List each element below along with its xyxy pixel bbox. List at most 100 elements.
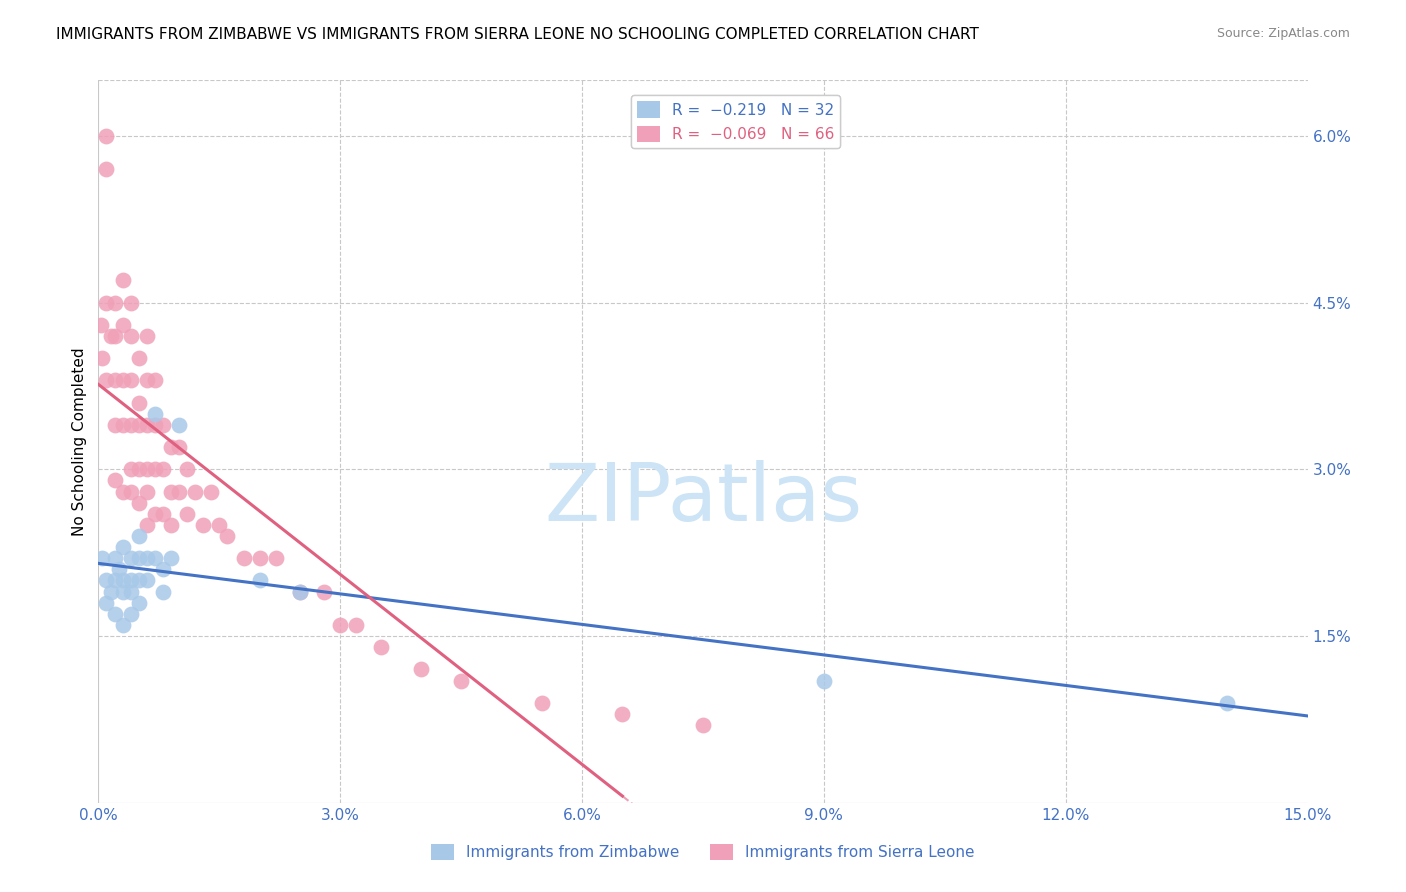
- Point: [152, 417, 174, 432]
- Point: [152, 462, 174, 476]
- Point: [111, 484, 134, 499]
- Point: [103, 417, 125, 432]
- Point: [111, 584, 134, 599]
- Point: [450, 673, 472, 688]
- Point: [103, 373, 125, 387]
- Point: [111, 273, 134, 287]
- Point: [160, 484, 183, 499]
- Point: [143, 407, 166, 421]
- Point: [167, 440, 190, 454]
- Point: [120, 329, 142, 343]
- Point: [111, 373, 134, 387]
- Point: [135, 517, 157, 532]
- Point: [103, 551, 125, 566]
- Point: [107, 562, 129, 576]
- Point: [111, 618, 134, 632]
- Point: [249, 551, 271, 566]
- Point: [217, 529, 239, 543]
- Point: [135, 462, 157, 476]
- Point: [288, 584, 311, 599]
- Point: [96, 295, 118, 310]
- Point: [264, 551, 287, 566]
- Point: [96, 128, 118, 143]
- Point: [128, 529, 150, 543]
- Legend: R =  −0.219   N = 32, R =  −0.069   N = 66: R = −0.219 N = 32, R = −0.069 N = 66: [631, 95, 841, 148]
- Point: [96, 596, 118, 610]
- Point: [120, 417, 142, 432]
- Point: [160, 517, 183, 532]
- Text: Source: ZipAtlas.com: Source: ZipAtlas.com: [1216, 27, 1350, 40]
- Point: [160, 551, 183, 566]
- Point: [232, 551, 254, 566]
- Point: [120, 584, 142, 599]
- Point: [128, 596, 150, 610]
- Point: [135, 373, 157, 387]
- Point: [135, 329, 157, 343]
- Point: [152, 562, 174, 576]
- Point: [530, 696, 553, 710]
- Point: [167, 417, 190, 432]
- Point: [111, 574, 134, 588]
- Point: [370, 640, 392, 655]
- Point: [1216, 696, 1239, 710]
- Point: [103, 474, 125, 488]
- Point: [409, 662, 432, 676]
- Point: [120, 373, 142, 387]
- Point: [143, 507, 166, 521]
- Point: [314, 584, 336, 599]
- Point: [193, 517, 215, 532]
- Point: [176, 507, 198, 521]
- Point: [91, 551, 114, 566]
- Point: [111, 540, 134, 554]
- Point: [344, 618, 367, 632]
- Point: [160, 440, 183, 454]
- Point: [103, 607, 125, 621]
- Legend: Immigrants from Zimbabwe, Immigrants from Sierra Leone: Immigrants from Zimbabwe, Immigrants fro…: [425, 838, 981, 866]
- Point: [176, 462, 198, 476]
- Point: [208, 517, 231, 532]
- Point: [103, 295, 125, 310]
- Point: [612, 706, 634, 721]
- Point: [96, 162, 118, 177]
- Point: [120, 551, 142, 566]
- Point: [96, 574, 118, 588]
- Point: [91, 351, 114, 366]
- Point: [128, 496, 150, 510]
- Point: [100, 329, 122, 343]
- Point: [120, 295, 142, 310]
- Point: [111, 318, 134, 332]
- Point: [135, 574, 157, 588]
- Point: [90, 318, 112, 332]
- Point: [100, 584, 122, 599]
- Point: [692, 718, 714, 732]
- Point: [143, 551, 166, 566]
- Point: [135, 551, 157, 566]
- Y-axis label: No Schooling Completed: No Schooling Completed: [72, 347, 87, 536]
- Point: [167, 484, 190, 499]
- Point: [120, 607, 142, 621]
- Point: [249, 574, 271, 588]
- Point: [152, 507, 174, 521]
- Point: [135, 417, 157, 432]
- Point: [128, 574, 150, 588]
- Point: [120, 574, 142, 588]
- Point: [329, 618, 352, 632]
- Point: [111, 417, 134, 432]
- Point: [288, 584, 311, 599]
- Point: [128, 395, 150, 409]
- Point: [143, 462, 166, 476]
- Point: [184, 484, 207, 499]
- Point: [135, 484, 157, 499]
- Point: [143, 373, 166, 387]
- Point: [128, 551, 150, 566]
- Point: [128, 462, 150, 476]
- Text: ZIPatlas: ZIPatlas: [544, 460, 862, 539]
- Point: [143, 417, 166, 432]
- Point: [103, 574, 125, 588]
- Text: IMMIGRANTS FROM ZIMBABWE VS IMMIGRANTS FROM SIERRA LEONE NO SCHOOLING COMPLETED : IMMIGRANTS FROM ZIMBABWE VS IMMIGRANTS F…: [56, 27, 979, 42]
- Point: [120, 462, 142, 476]
- Point: [120, 484, 142, 499]
- Point: [200, 484, 222, 499]
- Point: [152, 584, 174, 599]
- Point: [103, 329, 125, 343]
